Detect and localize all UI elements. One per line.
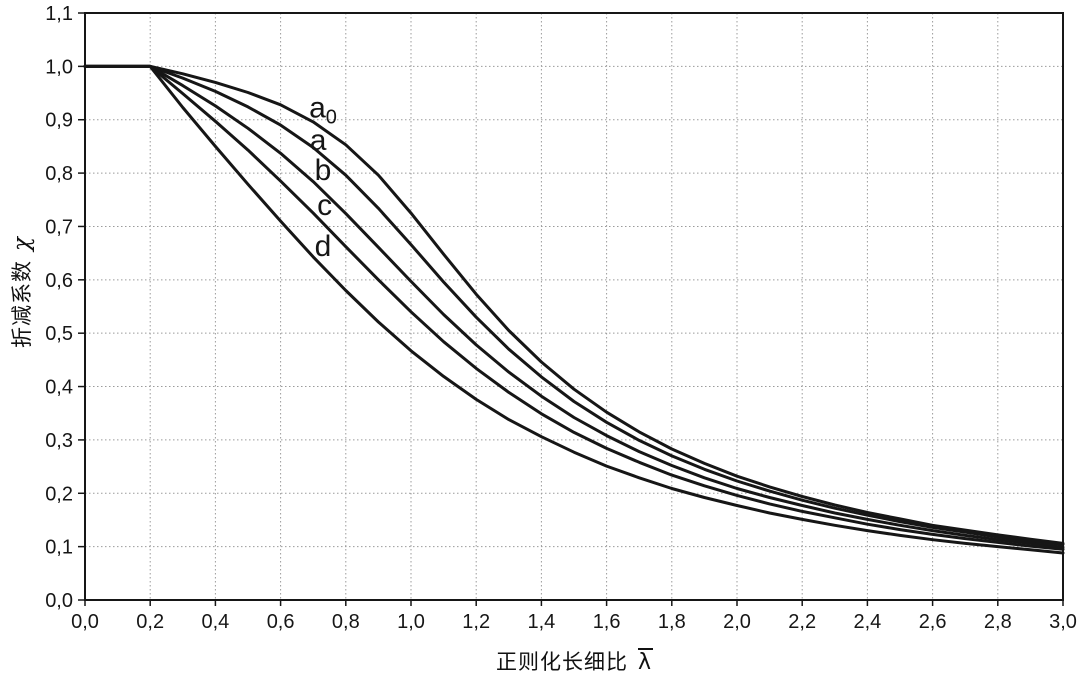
curve-label-a0: a0 bbox=[309, 91, 337, 128]
x-tick-label: 0,4 bbox=[201, 611, 229, 633]
curve-a0 bbox=[83, 64, 1065, 545]
y-tick-label: 1,0 bbox=[45, 56, 73, 78]
x-tick-label: 2,6 bbox=[919, 611, 947, 633]
y-tick-label: 0,3 bbox=[45, 430, 73, 452]
curve-b bbox=[83, 64, 1065, 549]
y-tick-label: 0,9 bbox=[45, 110, 73, 132]
x-tick-label: 2,0 bbox=[723, 611, 751, 633]
y-tick-label: 0,6 bbox=[45, 270, 73, 292]
curve-label-d: d bbox=[315, 230, 332, 263]
plot-border bbox=[84, 12, 1064, 601]
x-tick-label: 1,4 bbox=[527, 611, 555, 633]
x-axis-title: 正则化长细比 λ bbox=[85, 646, 1063, 676]
curve-label-a: a bbox=[310, 124, 327, 157]
curve-d bbox=[83, 64, 1065, 555]
x-tick-label: 1,0 bbox=[397, 611, 425, 633]
chi-symbol: χ bbox=[9, 236, 35, 251]
curve-label-b: b bbox=[315, 154, 332, 187]
y-tick-label: 1,1 bbox=[45, 3, 73, 25]
curve-c bbox=[83, 64, 1065, 551]
curve-label-c: c bbox=[317, 189, 332, 222]
x-tick-label: 1,8 bbox=[658, 611, 686, 633]
x-axis-title-text: 正则化长细比 bbox=[495, 651, 628, 674]
x-tick-label: 1,6 bbox=[593, 611, 621, 633]
y-axis-title-text: 折减系数 bbox=[11, 259, 34, 348]
x-tick-label: 0,6 bbox=[267, 611, 295, 633]
y-tick-label: 0,0 bbox=[45, 590, 73, 612]
lambda-bar-symbol: λ bbox=[637, 648, 654, 675]
y-tick-label: 0,1 bbox=[45, 537, 73, 559]
x-tick-label: 2,2 bbox=[788, 611, 816, 633]
x-tick-label: 0,8 bbox=[332, 611, 360, 633]
y-tick-label: 0,7 bbox=[45, 216, 73, 238]
y-tick-label: 0,8 bbox=[45, 163, 73, 185]
x-tick-label: 1,2 bbox=[462, 611, 490, 633]
x-tick-label: 3,0 bbox=[1049, 611, 1077, 633]
x-tick-label: 0,2 bbox=[136, 611, 164, 633]
y-tick-label: 0,4 bbox=[45, 377, 73, 399]
y-tick-label: 0,2 bbox=[45, 483, 73, 505]
y-tick-label: 0,5 bbox=[45, 323, 73, 345]
x-tick-label: 0,0 bbox=[71, 611, 99, 633]
x-tick-label: 2,4 bbox=[853, 611, 881, 633]
x-tick-label: 2,8 bbox=[984, 611, 1012, 633]
curve-a bbox=[83, 64, 1065, 546]
y-axis-title: 折减系数 χ bbox=[6, 122, 35, 462]
